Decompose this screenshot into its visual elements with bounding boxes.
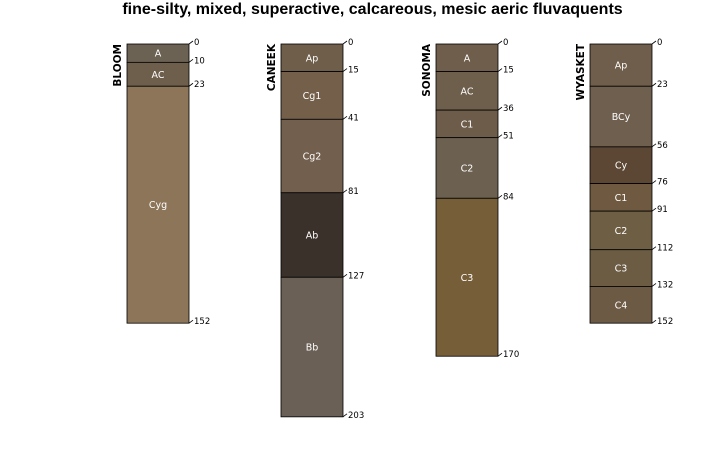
horizon-bcy (589, 85, 653, 148)
depth-label: 41 (348, 113, 359, 123)
horizon-c4 (589, 286, 653, 324)
horizon-ap (280, 43, 344, 72)
profile-name: CANEEK (266, 43, 278, 91)
horizon-label: Cy (615, 161, 628, 172)
depth-label: 76 (657, 178, 668, 188)
depth-label: 152 (194, 317, 210, 327)
horizon-ap (589, 43, 653, 87)
depth-label: 10 (194, 56, 205, 66)
horizon-label: C1 (461, 119, 474, 130)
depth-label: 203 (348, 411, 364, 421)
depth-label: 0 (657, 38, 662, 48)
depth-tick (342, 68, 348, 72)
depth-tick (497, 106, 503, 111)
horizon-label: BCy (612, 112, 631, 123)
horizon-label: A (155, 49, 162, 60)
depth-tick (651, 246, 657, 251)
horizon-label: Cg2 (303, 152, 322, 163)
depth-tick (651, 207, 657, 212)
depth-tick (651, 82, 657, 87)
depth-tick (651, 40, 657, 45)
depth-label: 152 (657, 317, 673, 327)
horizon-bb (280, 276, 344, 418)
depth-label: 0 (194, 38, 199, 48)
soil-profile-caneek: CANEEK Ap Cg1 Cg2 Ab Bb 0 15 41 81 127 203 (266, 38, 364, 421)
horizon-cg2 (280, 118, 344, 194)
soil-profile-sonoma: SONOMA A AC C1 C2 C3 0 15 36 51 84 170 (421, 38, 519, 360)
depth-tick (342, 413, 348, 418)
depth-label: 84 (503, 192, 514, 202)
profile-name: SONOMA (421, 43, 433, 97)
depth-label: 170 (503, 350, 519, 360)
horizon-label: C1 (615, 193, 628, 204)
horizon-label: Ap (306, 53, 319, 64)
depth-tick (342, 273, 348, 278)
depth-label: 51 (503, 132, 514, 142)
depth-tick (651, 319, 657, 324)
depth-tick (651, 143, 657, 148)
horizon-label: C3 (615, 264, 628, 275)
horizon-c1 (435, 109, 499, 139)
horizon-label: Cg1 (303, 91, 322, 102)
depth-tick (497, 194, 503, 199)
depth-label: 56 (657, 141, 668, 151)
soil-profile-bloom: BLOOM A AC Cyg 0 10 23 152 (112, 38, 210, 327)
horizon-label: C3 (461, 273, 474, 284)
depth-label: 112 (657, 244, 673, 254)
horizon-c2 (435, 137, 499, 199)
depth-tick (342, 189, 348, 194)
depth-tick (342, 115, 348, 120)
horizon-cg1 (280, 71, 344, 120)
depth-tick (651, 180, 657, 184)
horizon-label: A (464, 53, 471, 64)
page-title: fine-silty, mixed, superactive, calcareo… (122, 1, 623, 18)
horizon-label: Ap (615, 61, 628, 72)
depth-label: 91 (657, 205, 668, 215)
horizon-label: Bb (306, 343, 319, 354)
profile-name: WYASKET (575, 43, 587, 100)
depth-label: 0 (503, 38, 508, 48)
horizon-cyg (126, 85, 190, 324)
depth-label: 127 (348, 271, 364, 281)
horizon-ab (280, 192, 344, 278)
depth-tick (497, 352, 503, 357)
depth-label: 15 (503, 66, 514, 76)
depth-tick (497, 134, 503, 138)
horizon-label: C4 (615, 300, 628, 311)
depth-label: 132 (657, 280, 673, 290)
horizon-c3 (589, 249, 653, 287)
depth-label: 0 (348, 38, 353, 48)
depth-label: 23 (194, 80, 205, 90)
horizon-label: C2 (461, 163, 474, 174)
depth-tick (651, 283, 657, 287)
profile-name: BLOOM (112, 44, 124, 87)
horizon-label: AC (152, 70, 165, 81)
horizon-label: C2 (615, 226, 628, 237)
depth-label: 36 (503, 104, 514, 114)
horizon-ac (435, 71, 499, 111)
depth-tick (497, 68, 503, 72)
soil-profile-wyasket: WYASKET Ap BCy Cy C1 C2 C3 C4 0 23 56 76 91 112 132 152 (575, 38, 673, 327)
depth-tick (188, 82, 194, 87)
horizon-label: AC (461, 86, 474, 97)
depth-tick (497, 40, 503, 45)
horizon-c3 (435, 197, 499, 357)
depth-label: 15 (348, 66, 359, 76)
depth-label: 81 (348, 187, 359, 197)
depth-tick (188, 319, 194, 324)
depth-tick (342, 40, 348, 45)
horizon-label: Ab (306, 231, 319, 242)
depth-label: 23 (657, 80, 668, 90)
depth-tick (188, 59, 194, 63)
depth-tick (188, 40, 194, 45)
horizon-label: Cyg (149, 200, 167, 211)
